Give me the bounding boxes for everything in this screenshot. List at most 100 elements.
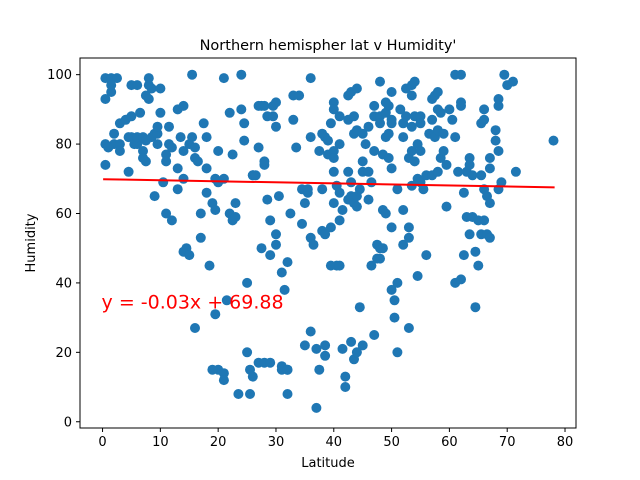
x-tick-label: 10 (152, 435, 169, 450)
data-point (357, 128, 368, 139)
data-point (276, 267, 287, 278)
data-point (112, 73, 122, 84)
data-point (282, 364, 293, 375)
data-point (479, 114, 490, 125)
data-point (201, 163, 212, 174)
data-point (366, 177, 377, 188)
x-tick-label: 50 (383, 435, 400, 450)
data-point (438, 146, 449, 156)
data-point (496, 177, 507, 188)
data-point (190, 323, 200, 333)
data-point (218, 375, 229, 386)
data-point (230, 198, 241, 209)
data-point (178, 100, 189, 111)
x-tick-label: 30 (268, 435, 285, 450)
data-point (299, 340, 310, 351)
data-point (132, 139, 143, 150)
data-point (161, 149, 172, 160)
data-point (106, 80, 117, 91)
data-point (456, 100, 466, 111)
y-tick-label: 0 (64, 415, 72, 430)
data-point (221, 295, 232, 306)
data-point (334, 111, 345, 122)
data-point (233, 389, 244, 399)
x-tick-label: 70 (499, 435, 516, 450)
data-point (479, 104, 490, 115)
data-point (247, 371, 258, 382)
data-point (259, 100, 270, 111)
data-point (360, 139, 371, 150)
data-point (239, 118, 250, 129)
data-point (441, 201, 452, 212)
y-tick-label: 20 (55, 346, 72, 361)
data-point (198, 118, 209, 129)
data-point (484, 163, 495, 174)
data-point (317, 184, 328, 195)
data-point (184, 250, 195, 261)
data-point (158, 177, 169, 188)
data-point (357, 340, 368, 351)
data-point (334, 260, 345, 271)
data-point (161, 208, 172, 219)
data-point (230, 212, 241, 222)
data-point (421, 250, 432, 261)
data-point (282, 389, 293, 399)
data-point (510, 166, 521, 177)
y-tick-label: 60 (55, 207, 72, 222)
data-point (456, 274, 466, 285)
data-point (484, 198, 495, 209)
data-point (253, 142, 264, 153)
data-point (279, 284, 290, 295)
data-point (259, 156, 270, 167)
data-point (297, 218, 307, 229)
data-point (363, 121, 374, 132)
data-point (305, 132, 316, 143)
data-point (395, 104, 406, 115)
data-point (138, 153, 148, 163)
data-point (415, 111, 426, 122)
data-point (100, 94, 111, 104)
data-point (346, 336, 357, 347)
data-point (146, 83, 157, 94)
data-point (106, 87, 117, 97)
data-point (294, 90, 305, 101)
data-point (450, 132, 461, 143)
data-point (114, 139, 125, 150)
data-point (123, 166, 134, 177)
data-point (351, 201, 362, 212)
data-point (383, 153, 394, 163)
data-point (343, 166, 354, 177)
data-point (175, 132, 186, 143)
data-point (195, 232, 206, 243)
data-point (328, 97, 339, 108)
data-point (447, 114, 458, 125)
data-point (392, 184, 403, 195)
data-point (271, 229, 281, 240)
data-point (438, 128, 449, 139)
data-point (484, 232, 495, 243)
data-point (476, 170, 487, 181)
data-point (305, 73, 316, 84)
regression-equation: y = -0.03x + 69.88 (102, 291, 284, 313)
data-point (218, 368, 229, 379)
data-point (138, 146, 148, 156)
data-point (291, 142, 302, 153)
data-point (432, 166, 443, 177)
data-point (245, 389, 255, 399)
data-point (369, 146, 380, 156)
data-point (403, 222, 414, 233)
data-point (386, 118, 397, 129)
data-point (441, 159, 452, 170)
regression-line (103, 178, 555, 189)
data-point (398, 132, 409, 143)
data-point (236, 104, 247, 115)
data-point (299, 198, 310, 209)
data-point (357, 156, 368, 167)
data-point (548, 135, 559, 146)
data-point (375, 118, 385, 129)
data-point (464, 229, 475, 240)
data-point (458, 250, 469, 261)
data-point (418, 184, 429, 195)
data-point (389, 295, 400, 306)
data-point (109, 128, 120, 139)
